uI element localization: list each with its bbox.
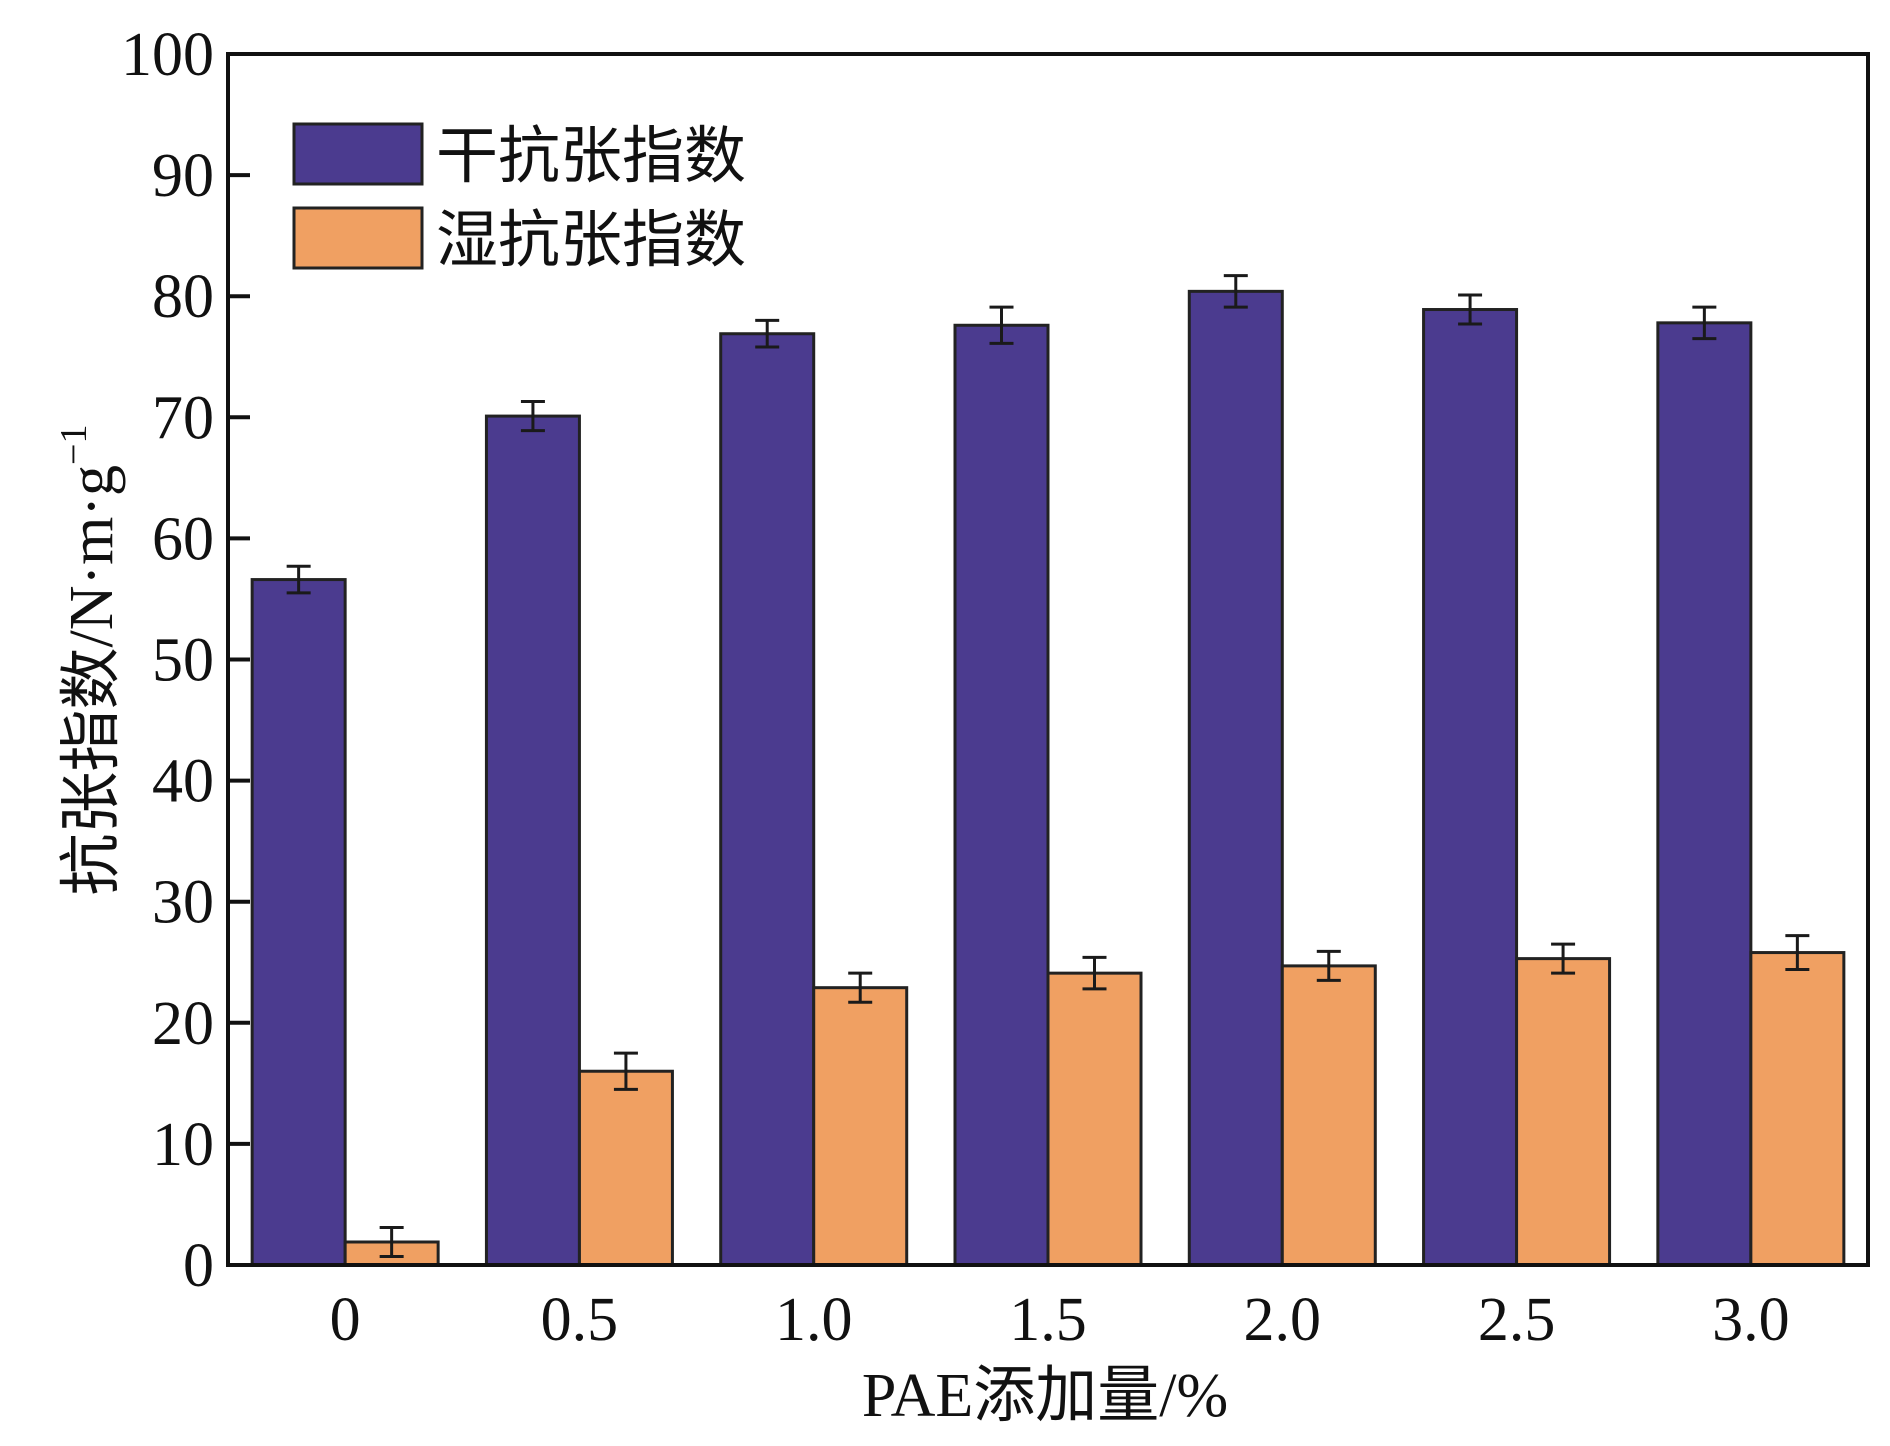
error-bar-dry-2.5: [1458, 293, 1483, 326]
error-bar-wet-2.0: [1316, 949, 1341, 982]
y-tick-label: 60: [152, 505, 214, 573]
y-axis-title-main: 抗张指数/N·m·g: [58, 465, 126, 896]
x-tick-label: 1.0: [775, 1286, 853, 1354]
bar-dry-2.0: [1187, 289, 1284, 1267]
y-tick-label: 90: [152, 142, 214, 210]
y-axis-ticks: 0 10 20 30 40 50 60 70 80 90 100: [121, 21, 250, 1300]
x-tick-label: 1.5: [1009, 1286, 1087, 1354]
bar-wet-2.5: [1515, 957, 1612, 1267]
error-bar-dry-0: [286, 564, 311, 595]
error-bar-wet-0: [379, 1225, 404, 1259]
y-tick-label: 40: [152, 748, 214, 816]
y-tick-label: 0: [183, 1232, 214, 1300]
y-tick-label: 80: [152, 263, 214, 331]
y-tick-label: 70: [152, 384, 214, 452]
x-tick-label: 3.0: [1712, 1286, 1790, 1354]
bar-dry-2.5: [1422, 308, 1519, 1267]
error-bar-dry-3.0: [1692, 305, 1717, 341]
legend: 干抗张指数 湿抗张指数: [292, 122, 746, 275]
bar-dry-1.0: [719, 332, 816, 1267]
y-axis-title-superscript: −1: [53, 425, 95, 465]
error-bar-wet-1.0: [848, 971, 873, 1004]
error-bar-dry-2.0: [1223, 274, 1248, 309]
error-bar-dry-0.5: [520, 400, 545, 433]
y-tick-label: 10: [152, 1111, 214, 1179]
x-tick-label: 2.0: [1244, 1286, 1322, 1354]
y-tick-label: 30: [152, 869, 214, 937]
y-tick-label: 100: [121, 21, 214, 89]
error-bar-wet-1.5: [1082, 955, 1107, 991]
y-tick-label: 50: [152, 627, 214, 695]
error-bar-wet-3.0: [1785, 934, 1810, 972]
bar-wet-1.5: [1046, 971, 1143, 1267]
error-bar-wet-2.5: [1551, 942, 1576, 975]
x-axis-title: PAE添加量/%: [862, 1362, 1228, 1430]
error-bar-dry-1.5: [989, 305, 1014, 345]
legend-label-dry: 干抗张指数: [436, 123, 746, 191]
error-bar-wet-0.5: [613, 1051, 638, 1091]
x-tick-label: 0: [330, 1286, 361, 1354]
x-tick-label: 2.5: [1478, 1286, 1556, 1354]
bar-dry-1.5: [953, 323, 1050, 1267]
y-axis-title: 抗张指数/N·m·g−1: [53, 425, 126, 896]
bar-dry-0: [250, 578, 347, 1267]
bar-dry-0.5: [484, 414, 581, 1267]
legend-label-wet: 湿抗张指数: [436, 207, 746, 275]
bar-wet-3.0: [1749, 951, 1846, 1267]
bar-wet-0.5: [577, 1069, 674, 1267]
x-tick-label: 0.5: [541, 1286, 619, 1354]
x-axis-ticks: 0 0.5 1.0 1.5 2.0 2.5 3.0: [330, 1286, 1790, 1354]
bar-wet-1.0: [812, 986, 909, 1267]
legend-swatch-wet: [292, 206, 424, 270]
bar-wet-2.0: [1280, 964, 1377, 1267]
bar-dry-3.0: [1656, 321, 1753, 1267]
error-bar-dry-1.0: [755, 318, 780, 349]
bars-layer: [250, 289, 1846, 1267]
y-tick-label: 20: [152, 990, 214, 1058]
legend-swatch-dry: [292, 122, 424, 186]
error-bars-layer: [286, 274, 1810, 1259]
